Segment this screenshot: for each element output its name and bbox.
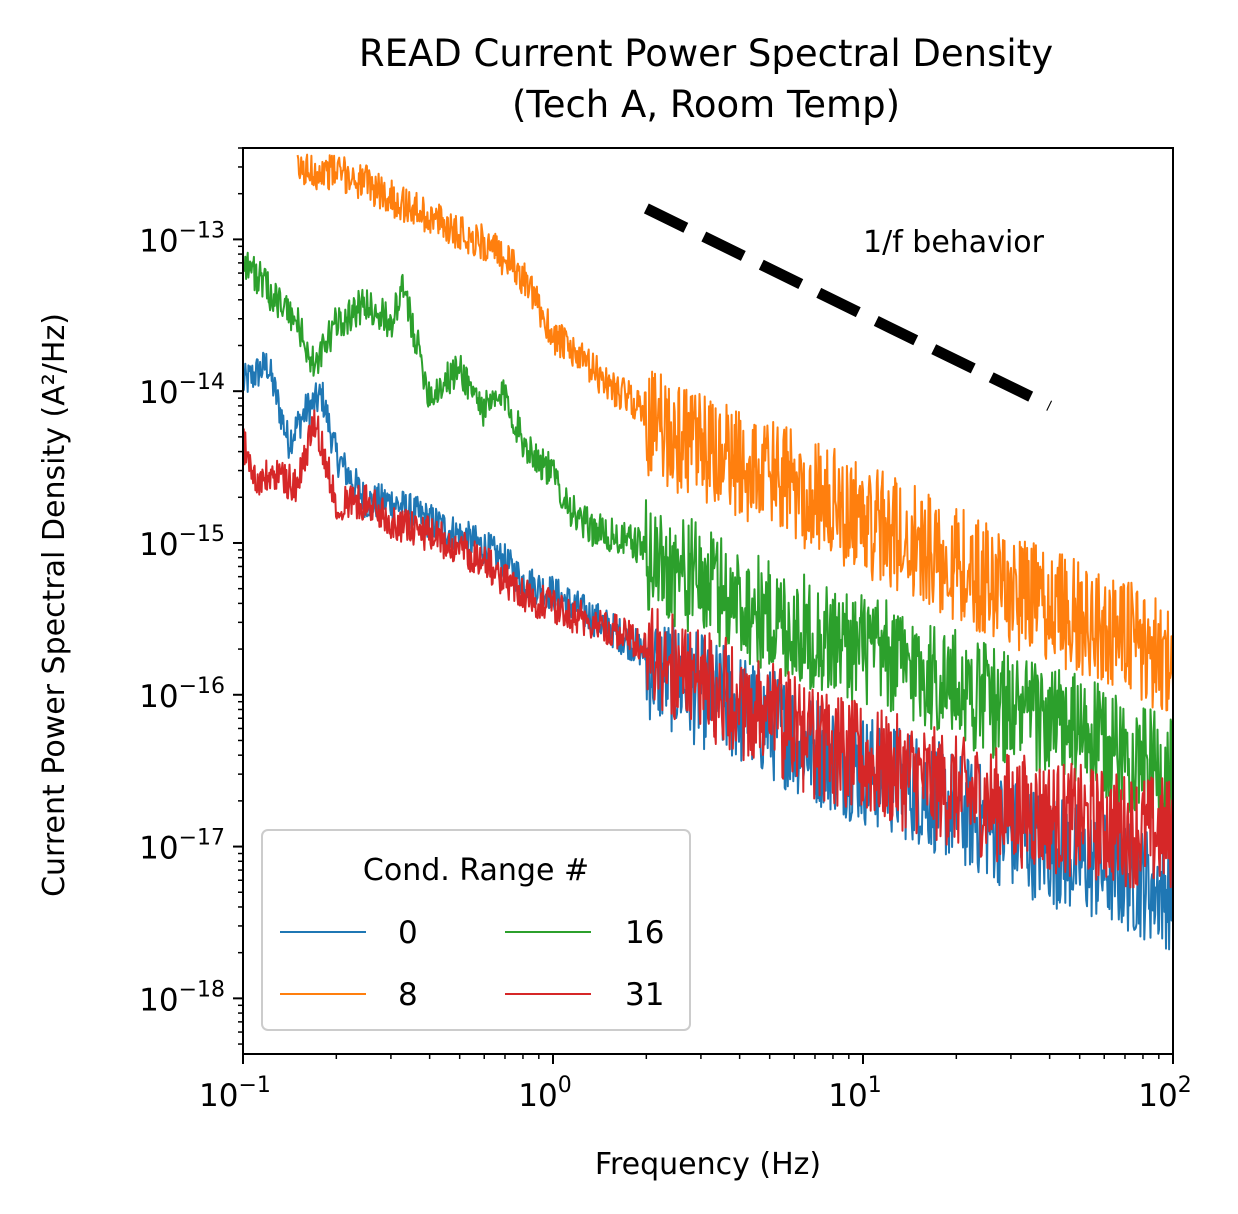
chart-subtitle: (Tech A, Room Temp) (512, 83, 900, 126)
one-over-f-annotation: 1/f behavior (863, 225, 1045, 260)
y-tick-label: 10−14 (139, 370, 225, 411)
y-tick-label: 10−16 (139, 674, 225, 715)
annotation-layer (643, 203, 1053, 411)
y-tick-label: 10−15 (139, 522, 225, 563)
legend: Cond. Range # 0 8 16 31 (261, 829, 691, 1031)
legend-label-31: 31 (625, 977, 664, 1013)
y-tick-label: 10−18 (139, 977, 225, 1018)
one-over-f-reference-line (643, 203, 1053, 411)
x-tick-label: 101 (828, 1073, 881, 1114)
legend-label-16: 16 (625, 915, 664, 951)
chart-title: READ Current Power Spectral Density (359, 32, 1053, 75)
plot-frame (242, 147, 1174, 1055)
legend-label-0: 0 (398, 915, 418, 951)
x-axis: 10−1 100 101 102 (199, 1054, 1192, 1114)
legend-label-8: 8 (398, 977, 418, 1013)
y-axis-label: Current Power Spectral Density (A²/Hz) (37, 313, 72, 897)
y-tick-label: 10−17 (139, 826, 225, 867)
y-axis: 10−18 10−17 10−16 10−15 10−14 10−13 (139, 147, 243, 1045)
legend-box (261, 829, 691, 1031)
x-axis-label: Frequency (Hz) (595, 1147, 821, 1182)
series-layer (243, 153, 1173, 951)
x-tick-label: 10−1 (199, 1073, 271, 1114)
series-line-31 (243, 409, 1173, 889)
x-tick-label: 102 (1138, 1073, 1191, 1114)
legend-title: Cond. Range # (363, 853, 589, 888)
series-line-8 (296, 153, 1173, 712)
x-tick-label: 100 (518, 1073, 571, 1114)
y-tick-label: 10−13 (139, 218, 225, 259)
series-line-0 (243, 351, 1173, 951)
series-line-16 (243, 251, 1173, 831)
